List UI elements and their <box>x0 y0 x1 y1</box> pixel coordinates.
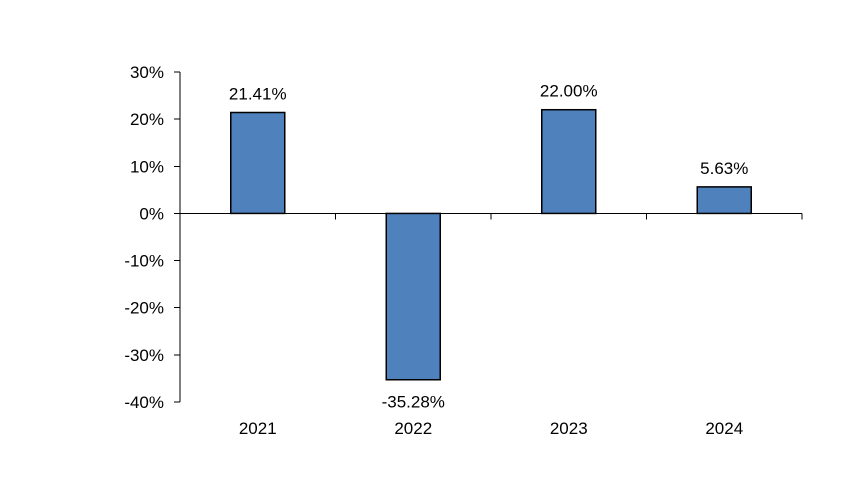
y-tick-label: 20% <box>130 110 164 129</box>
bar-2022 <box>385 212 441 381</box>
y-tick-label: -30% <box>124 346 164 365</box>
x-axis: 2021 2022 2023 2024 <box>179 212 803 438</box>
bars <box>230 108 752 381</box>
data-label: -35.28% <box>382 393 445 412</box>
y-tick-label: -20% <box>124 299 164 318</box>
y-tick-label: 10% <box>130 157 164 176</box>
bar-2023 <box>541 108 597 215</box>
bar-2021 <box>230 111 286 215</box>
x-tick-label: 2023 <box>550 419 588 438</box>
y-tick-label: -40% <box>124 393 164 412</box>
bar-2024 <box>696 186 752 215</box>
x-tick-label: 2022 <box>394 419 432 438</box>
x-tick-label: 2024 <box>705 419 743 438</box>
x-tick-label: 2021 <box>239 419 277 438</box>
y-tick-label: 30% <box>130 63 164 82</box>
data-labels: 21.41% -35.28% 22.00% 5.63% <box>229 82 748 412</box>
y-tick-label: 0% <box>139 204 164 223</box>
data-label: 22.00% <box>540 82 598 101</box>
data-label: 21.41% <box>229 84 287 103</box>
data-label: 5.63% <box>700 159 748 178</box>
y-tick-label: -10% <box>124 252 164 271</box>
y-axis: 30% 20% 10% 0% -10% -20% -30% -40% <box>124 63 181 412</box>
